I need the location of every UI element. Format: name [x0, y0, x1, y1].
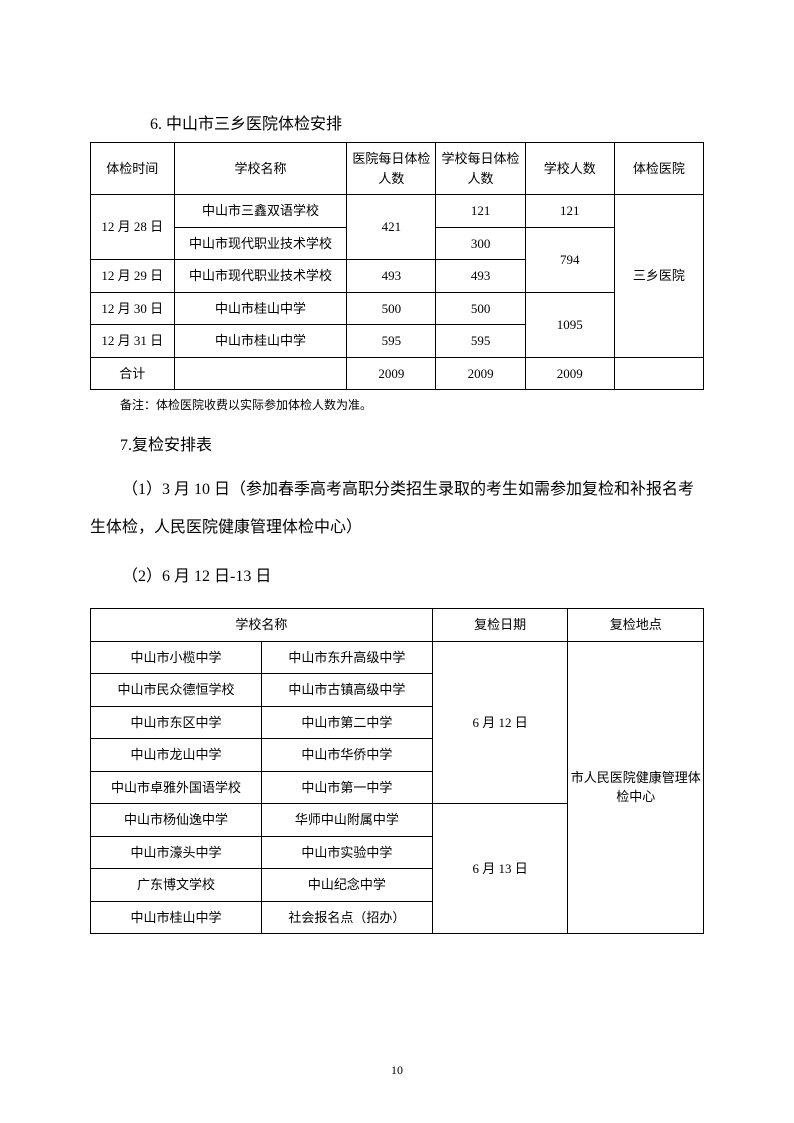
cell-sd-2: 300 — [436, 227, 525, 260]
t2-r7a: 中山市濠头中学 — [91, 836, 262, 869]
cell-hospital: 三乡医院 — [614, 195, 703, 358]
t2-r2b: 中山市古镇高级中学 — [261, 674, 432, 707]
cell-date-4: 12 月 31 日 — [91, 325, 175, 358]
cell-total-label: 合计 — [91, 357, 175, 390]
t2-r5a: 中山市卓雅外国语学校 — [91, 771, 262, 804]
cell-school-5: 中山市桂山中学 — [174, 325, 347, 358]
cell-total-hd: 2009 — [347, 357, 436, 390]
t2-location: 市人民医院健康管理体检中心 — [568, 641, 704, 934]
t2-th-location: 复检地点 — [568, 609, 704, 642]
table-2: 学校名称 复检日期 复检地点 中山市小榄中学 中山市东升高级中学 6 月 12 … — [90, 608, 704, 934]
cell-sd-5: 595 — [436, 325, 525, 358]
cell-school-2: 中山市现代职业技术学校 — [174, 227, 347, 260]
t2-r7b: 中山市实验中学 — [261, 836, 432, 869]
cell-sd-3: 493 — [436, 260, 525, 293]
t2-r3a: 中山市东区中学 — [91, 706, 262, 739]
t2-r4b: 中山市华侨中学 — [261, 739, 432, 772]
section-7-para-1: （1）3 月 10 日（参加春季高考高职分类招生录取的考生如需参加复检和补报名考… — [90, 471, 704, 548]
t2-r8b: 中山纪念中学 — [261, 869, 432, 902]
t2-r6b: 华师中山附属中学 — [261, 804, 432, 837]
table-1: 体检时间 学校名称 医院每日体检人数 学校每日体检人数 学校人数 体检医院 12… — [90, 142, 704, 390]
cell-hd-2: 493 — [347, 260, 436, 293]
section-7-title: 7.复检安排表 — [120, 431, 704, 455]
section-7-para-2: （2）6 月 12 日-13 日 — [90, 558, 704, 596]
cell-sd-4: 500 — [436, 292, 525, 325]
cell-st-1: 121 — [525, 195, 614, 228]
cell-sd-1: 121 — [436, 195, 525, 228]
t2-th-school: 学校名称 — [91, 609, 433, 642]
cell-total-hosp — [614, 357, 703, 390]
t2-r9a: 中山市桂山中学 — [91, 901, 262, 934]
page-number: 10 — [0, 1063, 794, 1078]
cell-st-2: 794 — [525, 227, 614, 292]
th-school-daily: 学校每日体检人数 — [436, 143, 525, 195]
cell-total-st: 2009 — [525, 357, 614, 390]
cell-total-school — [174, 357, 347, 390]
cell-hd-3: 500 — [347, 292, 436, 325]
t2-r1b: 中山市东升高级中学 — [261, 641, 432, 674]
t2-r9b: 社会报名点（招办） — [261, 901, 432, 934]
t2-r1a: 中山市小榄中学 — [91, 641, 262, 674]
table-1-note: 备注：体检医院收费以实际参加体检人数为准。 — [120, 396, 704, 413]
t2-r8a: 广东博文学校 — [91, 869, 262, 902]
cell-hd-1: 421 — [347, 195, 436, 260]
th-hospital: 体检医院 — [614, 143, 703, 195]
th-time: 体检时间 — [91, 143, 175, 195]
cell-school-1: 中山市三鑫双语学校 — [174, 195, 347, 228]
cell-school-3: 中山市现代职业技术学校 — [174, 260, 347, 293]
t2-date-2: 6 月 13 日 — [432, 804, 568, 934]
t2-r4a: 中山市龙山中学 — [91, 739, 262, 772]
section-6-title: 6. 中山市三乡医院体检安排 — [150, 110, 704, 134]
t2-date-1: 6 月 12 日 — [432, 641, 568, 804]
cell-hd-4: 595 — [347, 325, 436, 358]
cell-school-4: 中山市桂山中学 — [174, 292, 347, 325]
th-school-total: 学校人数 — [525, 143, 614, 195]
cell-date-2: 12 月 29 日 — [91, 260, 175, 293]
th-hospital-daily: 医院每日体检人数 — [347, 143, 436, 195]
t2-r2a: 中山市民众德恒学校 — [91, 674, 262, 707]
cell-total-sd: 2009 — [436, 357, 525, 390]
t2-r6a: 中山市杨仙逸中学 — [91, 804, 262, 837]
t2-r5b: 中山市第一中学 — [261, 771, 432, 804]
t2-r3b: 中山市第二中学 — [261, 706, 432, 739]
cell-date-1: 12 月 28 日 — [91, 195, 175, 260]
cell-date-3: 12 月 30 日 — [91, 292, 175, 325]
th-school: 学校名称 — [174, 143, 347, 195]
cell-st-3: 1095 — [525, 292, 614, 357]
t2-th-date: 复检日期 — [432, 609, 568, 642]
